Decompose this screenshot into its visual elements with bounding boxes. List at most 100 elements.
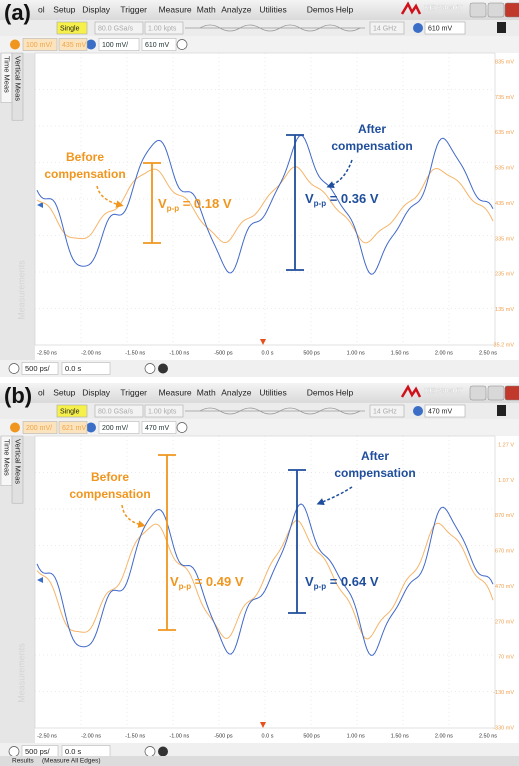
toolbar-text: 80.0 GSa/s <box>98 408 134 415</box>
menu-item: ol <box>38 4 45 14</box>
zoom-icon <box>145 747 155 757</box>
toolbar-text: 1.00 kpts <box>148 25 177 32</box>
toolbar-text: 14 GHz <box>373 408 397 415</box>
toolbar-text: 1.00 kpts <box>148 408 177 415</box>
window-button <box>505 386 519 400</box>
menu-item: Math <box>197 387 216 397</box>
channel-icon <box>86 423 96 433</box>
x-axis-label: -1.00 ns <box>169 350 189 356</box>
vpp-symbol: V <box>158 196 167 211</box>
y-axis-label: 735 mV <box>495 95 514 101</box>
y-axis-label: 1.07 V <box>498 478 514 484</box>
menu-item: Measure <box>159 4 192 14</box>
y-axis-label: 535 mV <box>495 166 514 172</box>
toolbar-text: Single <box>60 25 80 32</box>
figure: olSetupDisplayTriggerMeasureMathAnalyzeU… <box>0 0 519 766</box>
add-button <box>177 423 187 433</box>
x-axis-label: -2.00 ns <box>81 350 101 356</box>
side-tab-label: Vertical Meas <box>14 56 23 101</box>
x-axis-label: -1.00 ns <box>169 733 189 739</box>
before-label: Before <box>66 150 104 164</box>
window-button <box>505 3 519 17</box>
page: {"panels": [ {"label": "(a)", "menu": ["… <box>0 0 519 766</box>
results-label: Results <box>12 758 34 765</box>
timebase: 500 ps/ <box>25 747 51 756</box>
x-axis-label: -1.50 ns <box>125 733 145 739</box>
vpp-subscript: p-p <box>179 582 192 591</box>
panel-label: (a) <box>4 0 31 25</box>
vpp-value: = 0.64 V <box>326 574 379 589</box>
trigger-icon <box>413 406 423 416</box>
logo: KEYSIGHT <box>424 386 463 395</box>
menu-item: Demos <box>307 387 334 397</box>
menu-item: Setup <box>53 387 75 397</box>
side-tab-label: Time Meas <box>3 439 12 476</box>
menu-item: Demos <box>307 4 334 14</box>
delay: 0.0 s <box>65 747 82 756</box>
menu-item: Analyze <box>221 4 252 14</box>
menu-item: Help <box>336 387 354 397</box>
mode-icon <box>158 747 168 757</box>
toolbar-text: 80.0 GSa/s <box>98 25 134 32</box>
y-axis-label: 670 mV <box>495 549 514 555</box>
x-axis-label: 2.50 ns <box>479 733 497 739</box>
channel-text: 200 mV/ <box>102 425 128 432</box>
vpp-symbol: V <box>305 574 314 589</box>
x-axis-label: 1.00 ns <box>347 733 365 739</box>
toolbar-text: 14 GHz <box>373 25 397 32</box>
x-axis-label: -2.50 ns <box>37 733 57 739</box>
x-axis-label: 0.0 s <box>262 733 274 739</box>
panel-label: (b) <box>4 383 32 408</box>
y-axis-label: -330 mV <box>493 725 514 731</box>
horizontal-icon <box>9 364 19 374</box>
vpp-subscript: p-p <box>314 199 327 208</box>
before-label: compensation <box>69 487 150 501</box>
results-mode: (Measure All Edges) <box>42 758 101 765</box>
run-indicator <box>497 405 506 416</box>
channel-text: 100 mV/ <box>102 42 128 49</box>
side-tab-label: Vertical Meas <box>14 439 23 484</box>
vpp-value: = 0.49 V <box>191 574 244 589</box>
side-tab-label: Time Meas <box>3 56 12 93</box>
x-axis-label: 500 ps <box>303 733 320 739</box>
y-axis-label: 435 mV <box>495 201 514 207</box>
y-axis-label: 470 mV <box>495 584 514 590</box>
x-axis-label: -1.50 ns <box>125 350 145 356</box>
after-label: After <box>361 449 389 463</box>
channel-icon <box>10 423 20 433</box>
menu-item: Setup <box>53 4 75 14</box>
after-label: compensation <box>334 466 415 480</box>
menu-item: Display <box>82 387 111 397</box>
channel-icon <box>86 40 96 50</box>
x-axis-label: -500 ps <box>214 733 233 739</box>
x-axis-label: 2.00 ns <box>435 733 453 739</box>
window-button <box>470 386 486 400</box>
zoom-icon <box>145 364 155 374</box>
vpp-symbol: V <box>305 191 314 206</box>
toolbar-text: 610 mV <box>428 25 452 32</box>
vpp-subscript: p-p <box>167 204 180 213</box>
y-axis-label: 870 mV <box>495 513 514 519</box>
y-axis-label: 1.27 V <box>498 442 514 448</box>
menu-item: Analyze <box>221 387 252 397</box>
mode-icon <box>158 364 168 374</box>
x-axis-label: 1.00 ns <box>347 350 365 356</box>
menu-item: Utilities <box>259 387 286 397</box>
horizontal-icon <box>9 747 19 757</box>
side-watermark: Measurements <box>16 260 26 320</box>
channel-text: 621 mV <box>62 425 86 432</box>
y-axis-label: 135 mV <box>495 307 514 313</box>
y-axis-label: 235 mV <box>495 272 514 278</box>
channel-text: 435 mV <box>62 42 86 49</box>
x-axis-label: 0.0 s <box>262 350 274 356</box>
side-watermark: Measurements <box>16 643 26 703</box>
vpp-subscript: p-p <box>314 582 327 591</box>
channel-icon <box>10 40 20 50</box>
timebase: 500 ps/ <box>25 364 51 373</box>
toolbar-text: 470 mV <box>428 408 452 415</box>
menu-item: Display <box>82 4 111 14</box>
y-axis-label: 270 mV <box>495 619 514 625</box>
menu-item: Help <box>336 4 354 14</box>
y-axis-label: 70 mV <box>498 655 514 661</box>
logo: KEYSIGHT <box>424 3 463 12</box>
